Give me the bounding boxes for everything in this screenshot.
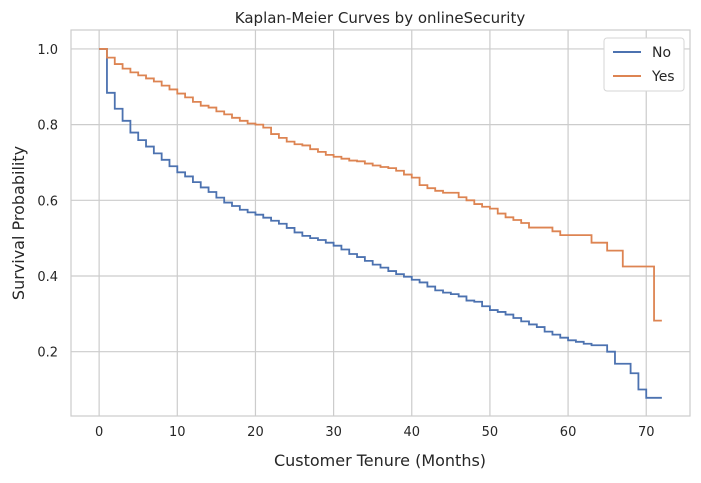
x-tick-label: 30 <box>325 425 342 440</box>
x-axis-label: Customer Tenure (Months) <box>274 451 486 470</box>
x-tick-label: 10 <box>169 425 186 440</box>
x-tick-labels: 0 10 20 30 40 50 60 70 <box>95 425 655 440</box>
x-tick-label: 70 <box>638 425 655 440</box>
y-tick-label: 1.0 <box>37 43 58 58</box>
series-line-yes <box>99 48 662 322</box>
x-tick-label: 50 <box>482 425 499 440</box>
y-tick-label: 0.6 <box>37 194 58 209</box>
legend-label-yes: Yes <box>651 69 675 85</box>
y-tick-label: 0.2 <box>37 346 58 361</box>
x-tick-label: 0 <box>95 425 103 440</box>
grid <box>71 30 690 416</box>
series-line-no <box>99 48 662 399</box>
y-tick-labels: 0.2 0.4 0.6 0.8 1.0 <box>37 43 58 361</box>
series-layer <box>99 48 662 399</box>
y-axis-label: Survival Probability <box>9 146 28 300</box>
legend: No Yes <box>603 37 685 92</box>
chart-title: Kaplan-Meier Curves by onlineSecurity <box>235 9 526 27</box>
x-tick-label: 20 <box>247 425 264 440</box>
x-tick-label: 40 <box>403 425 420 440</box>
y-tick-label: 0.8 <box>37 119 58 134</box>
x-tick-label: 60 <box>560 425 577 440</box>
plot-frame <box>70 29 691 417</box>
y-tick-label: 0.4 <box>37 270 58 285</box>
legend-label-no: No <box>652 45 671 61</box>
